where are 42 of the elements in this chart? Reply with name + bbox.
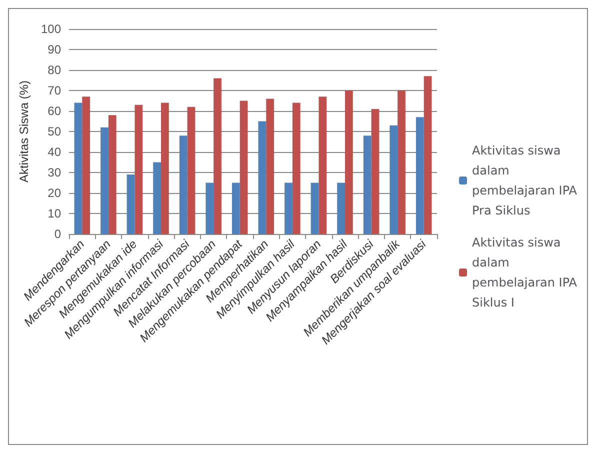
bar [108,115,116,234]
bar [82,96,90,234]
bar [345,90,353,234]
legend-label: Aktivitas siswa dalam pembelajaran IPA Pra Siklus [472,144,578,218]
bar [416,117,424,234]
bar [100,127,108,234]
y-tick-label: 80 [48,63,62,77]
y-tick-label: 70 [48,84,62,98]
legend-label: Aktivitas siswa dalam pembelajaran IPA Siklus I [472,236,578,310]
y-tick-label: 50 [48,124,62,138]
y-tick-label: 0 [54,227,62,241]
y-tick-label: 60 [48,104,62,118]
y-tick-label: 20 [48,186,62,200]
y-tick-label: 90 [48,42,62,56]
y-tick-label: 30 [48,166,62,180]
bar [310,182,319,234]
y-tick-label: 10 [48,206,62,220]
bar [126,174,135,234]
bar [232,182,240,234]
bar [284,182,292,234]
bar [179,136,188,234]
bar [371,108,380,234]
bar [398,90,406,234]
bar [390,125,398,234]
bar [292,102,300,234]
bar [153,162,161,234]
bar [337,182,345,234]
bar [363,136,372,234]
y-tick-label: 40 [48,145,62,159]
y-tick-label: 100 [40,22,62,36]
bar [134,104,143,234]
bar [206,182,214,234]
bar [240,100,248,234]
bar [318,96,327,234]
bar [161,102,169,234]
y-axis-title: Aktivitas Siswa (%) [17,80,32,183]
bar [187,106,196,234]
bar [258,121,266,234]
bar [214,78,222,234]
bar [266,98,274,234]
bar [74,102,82,234]
bar [424,76,432,234]
